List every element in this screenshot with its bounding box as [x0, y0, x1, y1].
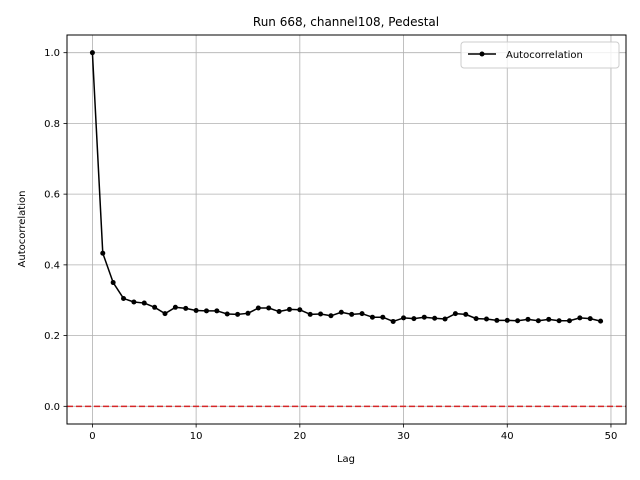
data-point: [525, 316, 531, 322]
data-point: [515, 318, 521, 324]
data-point: [442, 316, 448, 322]
plot-frame: [66, 34, 627, 425]
data-point: [369, 314, 375, 320]
data-point: [494, 317, 500, 323]
data-point: [432, 315, 438, 321]
data-point: [484, 316, 490, 322]
x-tick-label: 30: [397, 431, 410, 442]
data-point: [598, 318, 604, 324]
legend-marker-sample: [479, 51, 485, 57]
data-point: [162, 311, 168, 317]
x-axis-label: Lag: [337, 454, 355, 465]
data-point: [193, 307, 199, 313]
y-tick-label: 0.6: [44, 190, 60, 201]
data-point: [318, 311, 324, 317]
data-point: [338, 309, 344, 315]
x-axis: 0 10 20 30 40 50: [89, 424, 617, 442]
legend-box: [460, 41, 620, 69]
data-point: [359, 311, 365, 317]
x-tick-label: 50: [605, 431, 618, 442]
y-tick-label: 0.4: [44, 260, 60, 271]
data-point: [245, 310, 251, 316]
x-tick-label: 0: [89, 431, 95, 442]
data-point: [452, 311, 458, 317]
y-axis-label: Autocorrelation: [17, 191, 28, 268]
data-point: [110, 280, 116, 286]
data-point: [141, 300, 147, 306]
x-tick-label: 20: [293, 431, 306, 442]
data-point: [546, 316, 552, 322]
data-point: [276, 309, 282, 315]
data-point: [172, 304, 178, 310]
data-point: [235, 311, 241, 317]
data-point: [411, 316, 417, 322]
data-point: [214, 308, 220, 314]
data-point: [463, 311, 469, 317]
y-tick-label: 1.0: [44, 48, 60, 59]
data-point: [380, 314, 386, 320]
data-point: [390, 318, 396, 324]
y-tick-label: 0.2: [44, 331, 60, 342]
data-point: [587, 316, 593, 322]
data-point: [556, 318, 562, 324]
legend: Autocorrelation: [460, 41, 620, 69]
data-point: [286, 306, 292, 312]
data-point: [255, 305, 261, 311]
y-tick-label: 0.8: [44, 119, 60, 130]
data-point: [121, 295, 127, 301]
data-point: [152, 304, 158, 310]
legend-label: Autocorrelation: [506, 50, 583, 61]
y-axis: 0.0 0.2 0.4 0.6 0.8 1.0: [44, 48, 67, 413]
data-point: [473, 316, 479, 322]
y-tick-label: 0.0: [44, 402, 60, 413]
data-point: [307, 311, 313, 317]
data-point: [577, 315, 583, 321]
data-point: [100, 250, 106, 256]
chart-title: Run 668, channel108, Pedestal: [253, 15, 439, 29]
data-point: [131, 299, 137, 305]
data-point: [421, 314, 427, 320]
data-point: [89, 50, 95, 56]
data-point: [401, 315, 407, 321]
data-point: [224, 311, 230, 317]
data-point: [183, 305, 189, 311]
data-point: [328, 313, 334, 319]
x-tick-label: 10: [190, 431, 203, 442]
data-point: [566, 318, 572, 324]
data-point: [203, 308, 209, 314]
x-tick-label: 40: [501, 431, 514, 442]
data-point: [297, 307, 303, 313]
data-point: [349, 311, 355, 317]
series-group: [89, 50, 604, 324]
data-point: [504, 317, 510, 323]
data-point: [535, 318, 541, 324]
data-point: [266, 305, 272, 311]
